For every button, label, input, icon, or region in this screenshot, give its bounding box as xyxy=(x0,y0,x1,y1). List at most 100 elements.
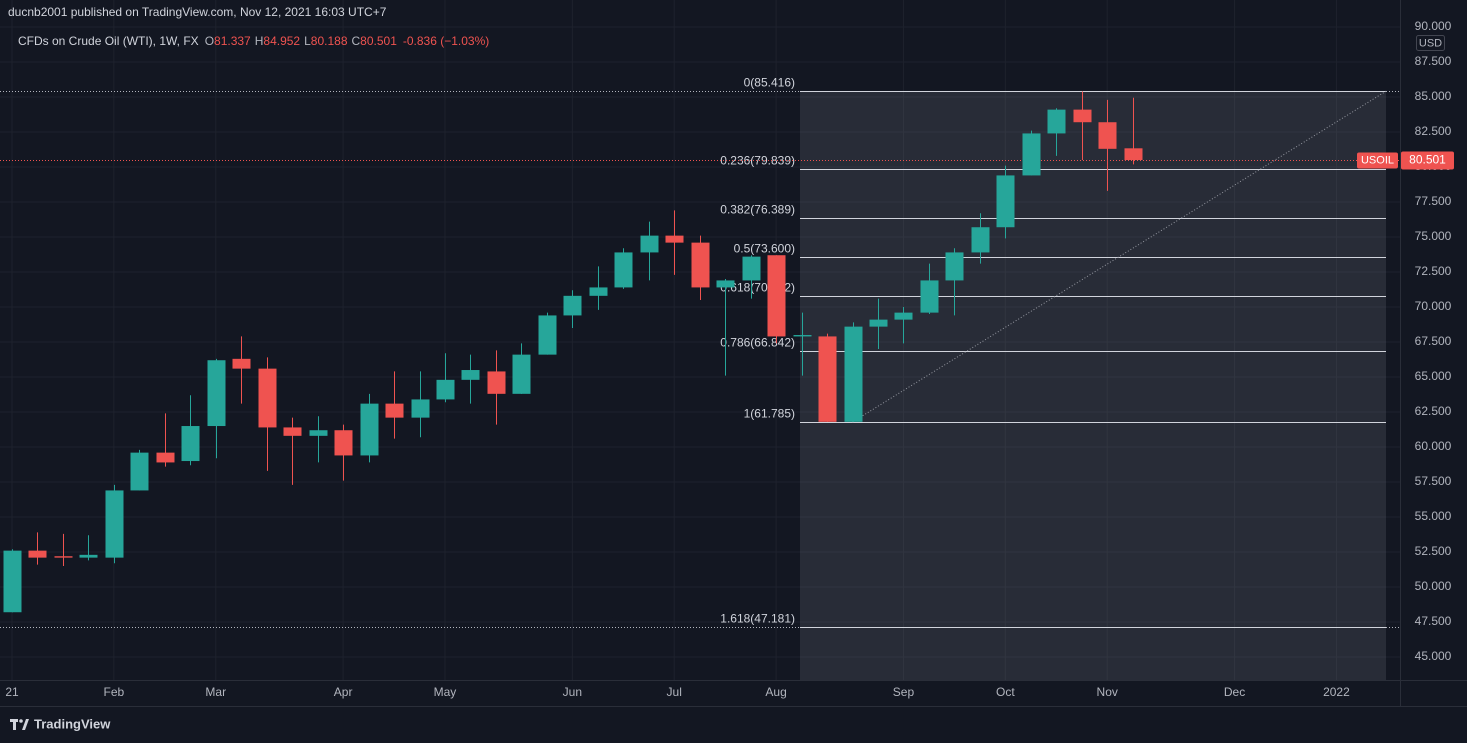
fib-label: 1(61.785) xyxy=(744,407,795,421)
x-tick-label: Mar xyxy=(205,685,226,699)
currency: USD xyxy=(1419,37,1442,49)
candle-body xyxy=(461,370,480,380)
candle-body xyxy=(589,287,608,296)
y-tick-label: 82.500 xyxy=(1415,124,1452,138)
candle-body xyxy=(640,235,659,253)
y-tick-label: 55.000 xyxy=(1415,509,1452,523)
axes: 45.000 47.500 50.000 52.500 55.000 57.500 60.0… xyxy=(5,19,1454,699)
y-tick-label: 67.500 xyxy=(1415,334,1452,348)
plot-area: 0(85.416) 0.236(79.839) 0.382(76.389) 0.5(7… xyxy=(0,0,1400,680)
y-tick-label: 45.000 xyxy=(1415,649,1452,663)
x-tick-label: Oct xyxy=(996,685,1015,699)
candle-body xyxy=(309,430,328,436)
x-tick-label: Aug xyxy=(765,685,786,699)
candle-body xyxy=(971,227,990,253)
candle-body xyxy=(767,255,786,337)
x-tick-label: Sep xyxy=(893,685,915,699)
candle-body xyxy=(258,368,277,428)
candle-body xyxy=(512,354,531,394)
ohlc-key: H xyxy=(255,34,264,48)
ohlc-value: 84.952 xyxy=(263,34,300,48)
candle-body xyxy=(28,550,47,558)
candle-body xyxy=(3,550,22,613)
candle-body xyxy=(54,556,73,558)
change: -0.836 (−1.03%) xyxy=(403,34,489,48)
y-tick-label: 85.000 xyxy=(1415,89,1452,103)
candle-body xyxy=(920,280,939,313)
ohlc-value: 80.501 xyxy=(360,34,397,48)
y-tick-label: 57.500 xyxy=(1415,474,1452,488)
y-tick-label: 60.000 xyxy=(1415,439,1452,453)
candle-body xyxy=(716,280,735,288)
candle-body xyxy=(156,452,175,463)
fib-label: 0.5(73.600) xyxy=(734,242,795,256)
fib-label: 0.382(76.389) xyxy=(720,203,795,217)
x-tick-label: 2022 xyxy=(1323,685,1350,699)
x-tick-label: May xyxy=(434,685,457,699)
candle-body xyxy=(1124,148,1143,161)
author-line: ducnb2001 published on TradingView.com, … xyxy=(8,5,387,19)
y-tick-label: 90.000 xyxy=(1415,19,1452,33)
x-tick-label: 21 xyxy=(5,685,19,699)
x-tick-label: Feb xyxy=(104,685,125,699)
candle-body xyxy=(563,295,582,316)
x-tick-label: Jul xyxy=(667,685,682,699)
candle-body xyxy=(181,426,200,462)
candle-body xyxy=(283,427,302,436)
currency-box[interactable] xyxy=(1416,35,1445,51)
candle-body xyxy=(869,319,888,327)
candle-body xyxy=(232,358,251,369)
ohlc-value: 80.188 xyxy=(311,34,348,48)
fib-label: 0(85.416) xyxy=(744,76,795,90)
symbol-legend: CFDs on Crude Oil (WTI), 1W, FX O81.337 H8… xyxy=(18,34,489,48)
ohlc-key: C xyxy=(352,34,361,48)
candle-body xyxy=(385,403,404,418)
y-tick-label: 65.000 xyxy=(1415,369,1452,383)
candle-body xyxy=(487,371,506,394)
x-tick-label: Jun xyxy=(563,685,582,699)
candle-body xyxy=(742,256,761,281)
candle-body xyxy=(411,399,430,418)
brand[interactable]: TradingView xyxy=(34,716,111,731)
ohlc-key: O xyxy=(205,34,214,48)
candle-body xyxy=(894,312,913,320)
symbol-tag-text: USOIL xyxy=(1361,154,1394,166)
symbol: CFDs on Crude Oil (WTI), 1W, FX xyxy=(18,34,199,48)
fib-label: 0.786(66.842) xyxy=(720,336,795,350)
candle-body xyxy=(945,252,964,281)
price-tag-text: 80.501 xyxy=(1409,153,1446,167)
y-tick-label: 70.000 xyxy=(1415,299,1452,313)
candle-body xyxy=(1022,133,1041,176)
candle-body xyxy=(614,252,633,288)
y-tick-label: 72.500 xyxy=(1415,264,1452,278)
fib-label: 0.236(79.839) xyxy=(720,154,795,168)
candle-body xyxy=(996,175,1015,228)
candle-body xyxy=(665,235,684,243)
y-tick-label: 75.000 xyxy=(1415,229,1452,243)
fib-zone xyxy=(800,91,1386,680)
price-tag xyxy=(1401,151,1454,170)
candle-body xyxy=(105,490,124,558)
x-tick-label: Dec xyxy=(1224,685,1245,699)
candle-body xyxy=(334,430,353,456)
y-tick-label: 52.500 xyxy=(1415,544,1452,558)
y-tick-label: 87.500 xyxy=(1415,54,1452,68)
candle-body xyxy=(818,336,837,422)
x-tick-label: Nov xyxy=(1097,685,1118,699)
y-tick-label: 50.000 xyxy=(1415,579,1452,593)
candle-body xyxy=(79,554,98,558)
ohlc-key: L xyxy=(304,34,311,48)
candle-body xyxy=(691,242,710,288)
symbol-tag xyxy=(1357,152,1398,169)
candle-body xyxy=(1098,122,1117,149)
candle-body xyxy=(360,403,379,456)
candle-body xyxy=(793,335,812,337)
candle-body xyxy=(130,452,149,491)
candle-body xyxy=(844,326,863,422)
y-tick-label: 47.500 xyxy=(1415,614,1452,628)
y-tick-label: 77.500 xyxy=(1415,194,1452,208)
brand-logo xyxy=(10,719,29,730)
